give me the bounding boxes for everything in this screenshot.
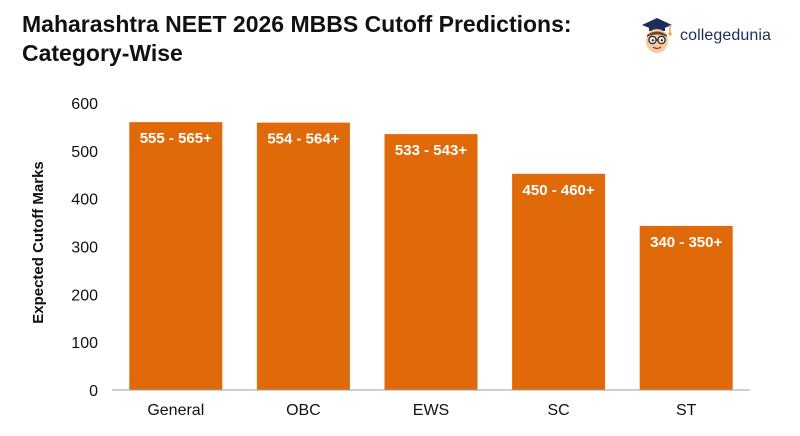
bar-data-label: 554 - 564+ [267, 131, 339, 148]
y-tick-label: 500 [71, 144, 98, 161]
bar-data-label: 340 - 350+ [650, 234, 722, 251]
brand-name: collegedunia [680, 27, 772, 44]
chart-title-line-1: Maharashtra NEET 2026 MBBS Cutoff Predic… [22, 11, 572, 37]
brand-logo[interactable]: collegedunia [640, 14, 771, 58]
y-tick-label: 200 [71, 287, 98, 304]
chart-title-line-2: Category-Wise [22, 40, 183, 66]
bar-obc [256, 122, 350, 390]
bar-data-label: 450 - 460+ [523, 182, 595, 199]
x-tick-label: ST [676, 402, 697, 419]
bar-general [129, 122, 223, 390]
y-tick-label: 0 [89, 383, 98, 400]
x-tick-label: EWS [413, 402, 449, 419]
x-tick-label: General [147, 402, 204, 419]
bar-st [639, 225, 733, 390]
y-tick-label: 100 [71, 335, 98, 352]
y-tick-label: 300 [71, 240, 98, 257]
graduate-mascot-icon [642, 18, 672, 53]
y-axis-label: Expected Cutoff Marks [30, 161, 47, 324]
x-tick-label: SC [547, 402, 569, 419]
x-axis-labels: General OBC EWS SC ST [147, 402, 696, 419]
y-axis-ticks: 0 100 200 300 400 500 600 [71, 96, 98, 400]
y-tick-label: 400 [71, 192, 98, 209]
bar-data-label: 533 - 543+ [395, 142, 467, 159]
chart-title: Maharashtra NEET 2026 MBBS Cutoff Predic… [22, 10, 622, 68]
bars [129, 122, 733, 390]
y-tick-label: 600 [71, 96, 98, 113]
bar-sc [512, 173, 606, 390]
x-tick-label: OBC [286, 402, 321, 419]
bar-data-labels: 555 - 565+ 554 - 564+ 533 - 543+ 450 - 460+… [140, 130, 723, 251]
bar-data-label: 555 - 565+ [140, 130, 212, 147]
bar-ews [384, 134, 478, 390]
